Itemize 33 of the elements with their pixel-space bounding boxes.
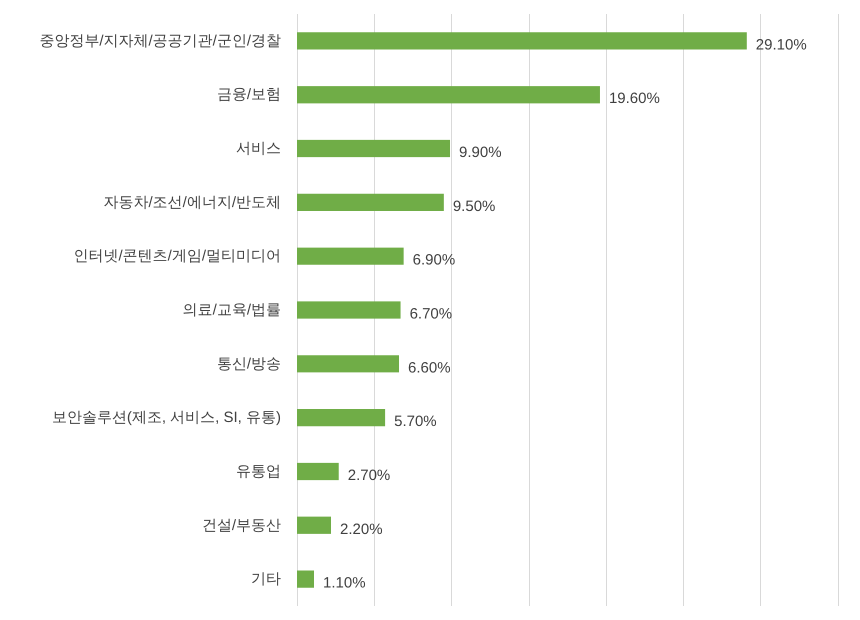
data-label: 9.90% (459, 144, 502, 162)
y-tick-label: 기타 (251, 570, 281, 588)
bar (297, 86, 600, 104)
bar (297, 355, 400, 372)
data-label: 6.70% (410, 306, 452, 322)
data-label: 2.70% (348, 466, 390, 484)
bar (297, 32, 747, 50)
y-tick-label: 통신/방송 (216, 355, 281, 372)
y-tick-label: 의료/교육/법률 (182, 302, 281, 318)
data-label: 19.60% (608, 90, 660, 108)
bar (297, 301, 401, 319)
bar (297, 516, 332, 534)
bar (297, 140, 450, 158)
bar (297, 248, 404, 265)
data-label: 6.60% (408, 359, 451, 376)
y-tick-label: 보안솔루션(제조, 서비스, SI, 유통) (52, 409, 281, 426)
y-tick-label: 금융/보험 (216, 86, 281, 104)
y-tick-label: 서비스 (236, 140, 281, 158)
y-tick-label: 인터넷/콘텐츠/게임/멀티미디어 (73, 248, 281, 265)
bar (297, 194, 444, 211)
y-tick-label: 건설/부동산 (202, 516, 281, 534)
data-label: 2.20% (340, 520, 383, 538)
y-tick-label: 중앙정부/지자체/공공기관/군인/경찰 (39, 32, 281, 50)
y-tick-label: 유통업 (236, 462, 281, 480)
data-label: 9.50% (452, 198, 496, 215)
bar (297, 570, 314, 588)
y-tick-label: 자동차/조선/에너지/반도체 (103, 194, 281, 211)
bar (297, 409, 386, 426)
data-label: 5.70% (394, 413, 437, 430)
bar (297, 462, 339, 480)
data-label: 6.90% (412, 252, 456, 269)
data-label: 29.10% (756, 36, 807, 54)
data-label: 1.10% (323, 574, 366, 592)
